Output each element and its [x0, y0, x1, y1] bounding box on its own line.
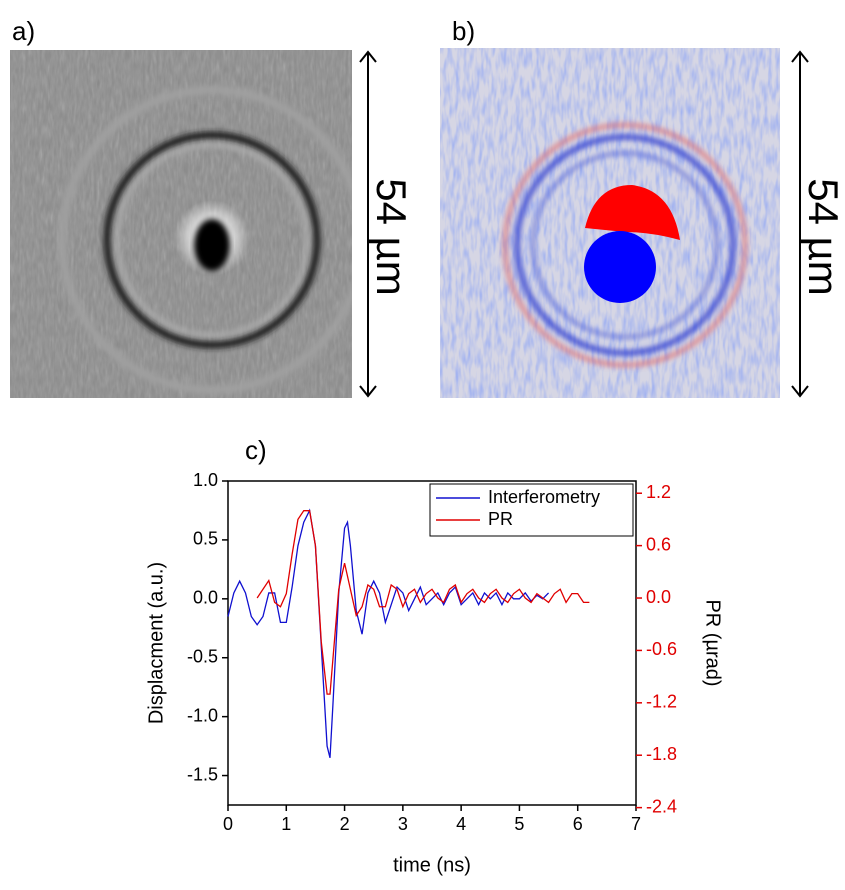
- y2-axis-title: PR (µrad): [702, 599, 724, 686]
- x-tick-label: 2: [340, 814, 350, 834]
- scale-label: 54 µm: [368, 178, 415, 296]
- y-axis-title: Displacment (a.u.): [145, 562, 167, 724]
- y-tick-label: 0.5: [193, 529, 218, 549]
- panel-label: c): [245, 435, 267, 465]
- y2-tick-label: -1.2: [646, 692, 677, 712]
- y2-tick-label: -2.4: [646, 796, 677, 816]
- data-line: [256, 510, 590, 695]
- x-tick-label: 0: [223, 814, 233, 834]
- x-tick-label: 4: [456, 814, 466, 834]
- y-tick-label: -0.5: [187, 646, 218, 666]
- arrowheads: [359, 50, 377, 398]
- legend-box: [429, 483, 634, 537]
- panel-a-image: [10, 50, 352, 398]
- scale-label: 54 µm: [800, 178, 845, 296]
- data-line: [227, 508, 550, 759]
- y2-tick-label: -1.8: [646, 744, 677, 764]
- plot-frame: [227, 480, 637, 806]
- panel-label: a): [12, 16, 35, 46]
- panel-b-image: [440, 48, 780, 398]
- x-tick-label: 7: [631, 814, 641, 834]
- arrowheads: [791, 50, 809, 398]
- panel-label: b): [452, 16, 475, 46]
- y2-tick-label: 0.6: [646, 534, 671, 554]
- x-tick-label: 1: [281, 814, 291, 834]
- y-tick-label: 1.0: [193, 470, 218, 490]
- legend-label: Interferometry: [488, 487, 600, 507]
- x-tick-label: 3: [398, 814, 408, 834]
- legend-label: PR: [488, 509, 513, 529]
- y2-tick-label: 1.2: [646, 482, 671, 502]
- y-tick-label: 0.0: [193, 588, 218, 608]
- x-axis-title: time (ns): [393, 854, 471, 876]
- y-tick-label: -1.0: [187, 705, 218, 725]
- x-tick-label: 5: [514, 814, 524, 834]
- y2-tick-label: 0.0: [646, 587, 671, 607]
- y2-tick-label: -0.6: [646, 639, 677, 659]
- x-tick-label: 6: [573, 814, 583, 834]
- y-tick-label: -1.5: [187, 764, 218, 784]
